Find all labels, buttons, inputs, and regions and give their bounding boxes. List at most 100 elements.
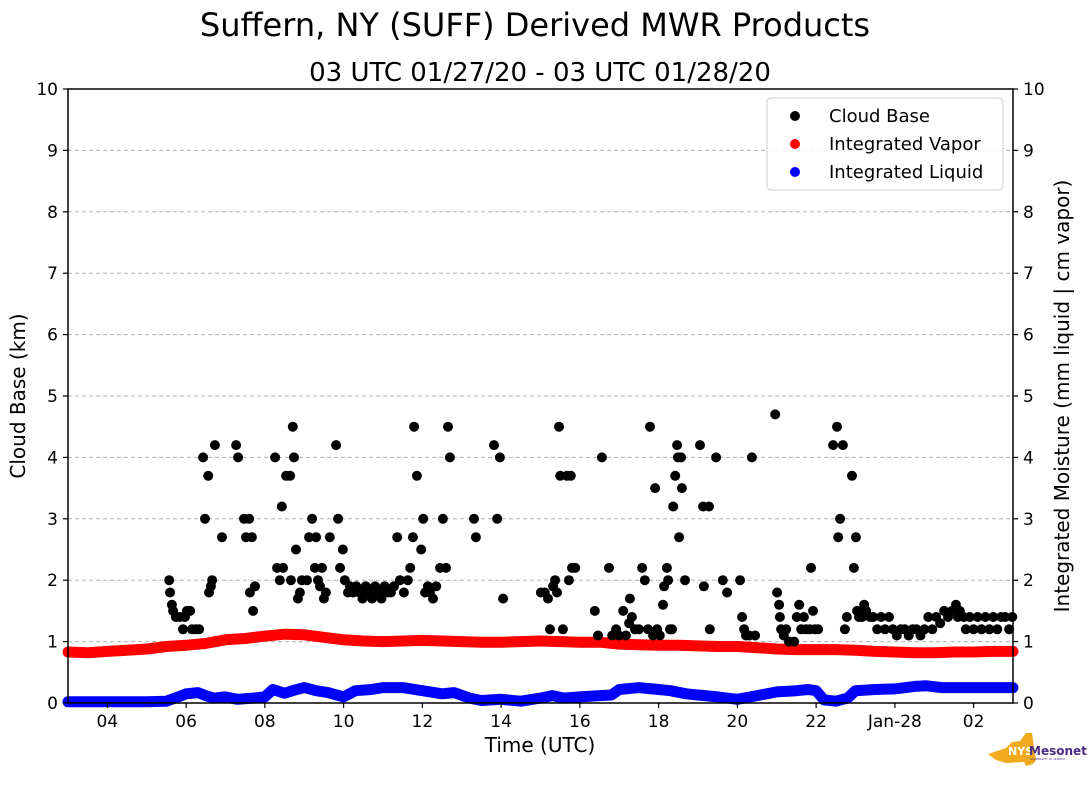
cloud-base-point: [394, 575, 405, 586]
cloud-base-point: [217, 532, 227, 543]
cloud-base-point: [570, 562, 581, 573]
x-tick-label: 06: [175, 712, 197, 732]
cloud-base-point: [554, 421, 564, 432]
y-tick-label-right: 3: [1023, 510, 1034, 530]
cloud-base-point: [968, 624, 979, 635]
legend-marker-cloud-base: [790, 111, 800, 121]
nys-mesonet-logo: NYS Mesonet UNIVERSITY AT ALBANY: [988, 733, 1087, 766]
logo-nys: NYS: [1008, 745, 1033, 758]
cloud-base-point: [639, 575, 650, 586]
x-tick-label: Jan-28: [867, 712, 922, 732]
cloud-base-point: [658, 599, 668, 610]
cloud-base-point: [1007, 612, 1018, 622]
y-tick-label-right: 10: [1023, 80, 1045, 100]
cloud-base-point: [250, 581, 260, 592]
cloud-base-point: [233, 452, 244, 463]
cloud-base-point: [437, 513, 448, 524]
legend: Cloud Base Integrated Vapor Integrated L…: [766, 97, 1004, 191]
cloud-base-point: [331, 440, 342, 451]
grid-lines: [68, 149, 1013, 643]
cloud-base-point: [207, 575, 218, 586]
x-tick-label: 04: [97, 712, 119, 732]
cloud-base-point: [774, 599, 785, 610]
cloud-base-point: [494, 452, 505, 463]
cloud-base-point: [633, 624, 644, 635]
cloud-base-point: [798, 612, 809, 622]
cloud-base-point: [302, 575, 312, 586]
cloud-base-point: [489, 440, 499, 451]
cloud-base-point: [841, 612, 852, 622]
y-tick-label-left: 7: [47, 264, 58, 284]
cloud-base-point: [935, 618, 946, 629]
y-tick-label-right: 7: [1023, 264, 1034, 284]
cloud-base-point: [278, 562, 288, 573]
cloud-base-point: [794, 599, 805, 610]
chart-subtitle: 03 UTC 01/27/20 - 03 UTC 01/28/20: [309, 58, 771, 88]
cloud-base-point: [357, 593, 368, 604]
y-tick-label-left: 4: [47, 448, 58, 468]
y-tick-label-left: 9: [47, 141, 58, 161]
cloud-base-point: [405, 562, 416, 573]
cloud-base-point: [984, 624, 995, 635]
cloud-base-point: [335, 562, 346, 573]
cloud-base-point: [988, 612, 999, 622]
cloud-base-point: [270, 452, 281, 463]
integrated-liquid-series: [62, 680, 1019, 708]
cloud-base-point: [309, 562, 320, 573]
y-tick-label-left: 3: [47, 510, 58, 530]
cloud-base-point: [976, 624, 987, 635]
legend-box: [766, 97, 1004, 191]
cloud-base-point: [789, 636, 800, 647]
cloud-base-point: [848, 562, 859, 573]
cloud-base-point: [604, 562, 614, 573]
cloud-base-point: [304, 532, 314, 543]
y-tick-label-left: 8: [47, 203, 58, 223]
cloud-base-point: [178, 624, 188, 635]
cloud-base-point: [676, 452, 687, 463]
cloud-base-point: [333, 513, 344, 524]
cloud-base-point: [704, 501, 714, 512]
plot-area: [62, 409, 1019, 708]
cloud-base-point: [367, 593, 377, 604]
cloud-base-point: [392, 532, 403, 543]
cloud-base-point: [543, 593, 553, 604]
x-tick-label: 02: [963, 712, 985, 732]
y-tick-label-left: 2: [47, 571, 58, 591]
cloud-base-point: [469, 513, 479, 524]
cloud-base-point: [596, 452, 607, 463]
cloud-base-point: [698, 581, 709, 592]
x-tick-label: 20: [727, 712, 749, 732]
cloud-base-point: [806, 562, 816, 573]
cloud-base-point: [711, 452, 722, 463]
cloud-base-point: [872, 624, 883, 635]
cloud-base-point: [315, 581, 325, 592]
cloud-base-point: [695, 440, 705, 451]
cloud-base-point: [200, 513, 210, 524]
cloud-base-point: [276, 501, 287, 512]
cloud-base-point: [411, 470, 422, 481]
legend-marker-integrated-liquid: [790, 167, 800, 177]
cloud-base-point: [431, 581, 442, 592]
cloud-base-point: [311, 532, 322, 543]
cloud-base-point: [972, 612, 983, 622]
cloud-base-point: [661, 562, 672, 573]
x-axis-label: Time (UTC): [484, 733, 596, 757]
cloud-base-point: [274, 575, 285, 586]
cloud-base-point: [492, 513, 503, 524]
cloud-base-point: [837, 440, 848, 451]
cloud-base-point: [992, 624, 1003, 635]
cloud-base-point: [680, 575, 690, 586]
cloud-base-point: [880, 624, 890, 635]
cloud-base-point: [398, 587, 409, 598]
logo-subtitle: UNIVERSITY AT ALBANY: [1030, 757, 1065, 761]
cloud-base-point: [545, 624, 555, 635]
cloud-base-point: [563, 575, 574, 586]
cloud-base-point: [1004, 624, 1015, 635]
cloud-base-point: [868, 612, 879, 622]
cloud-base-point: [717, 575, 728, 586]
cloud-base-point: [194, 624, 205, 635]
cloud-base-point: [287, 421, 298, 432]
cloud-base-point: [791, 612, 802, 622]
y-tick-label-right: 8: [1023, 203, 1034, 223]
